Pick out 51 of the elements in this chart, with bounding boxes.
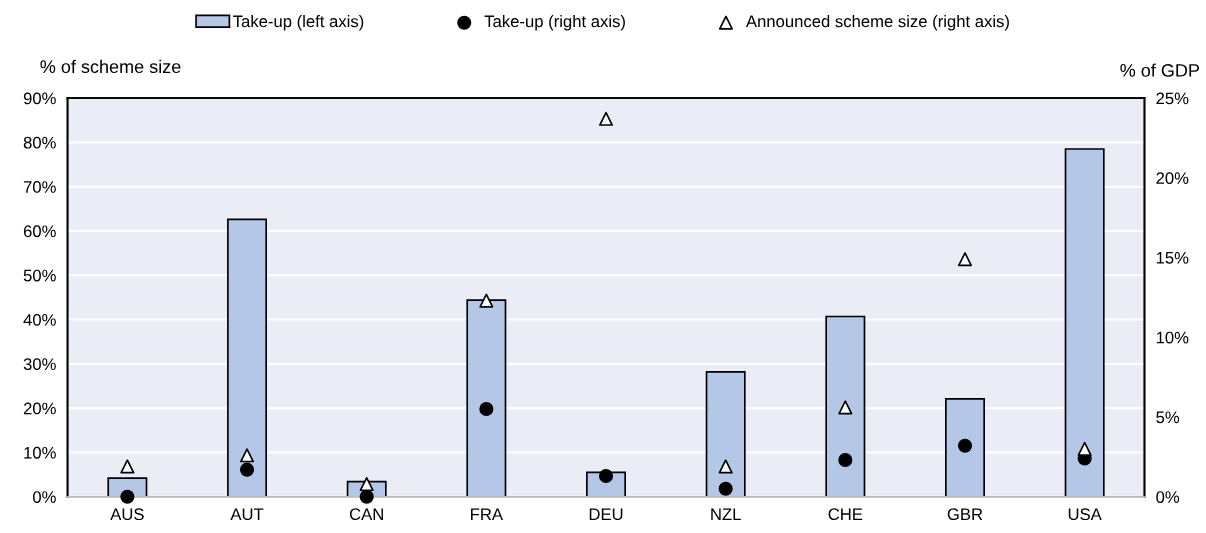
- y2-tick-label: 0%: [1156, 491, 1180, 503]
- x-tick-label: USA: [1068, 508, 1102, 521]
- point: [120, 459, 135, 474]
- point: [838, 400, 853, 415]
- legend-label: Take-up (right axis): [484, 15, 625, 31]
- legend-label: Take-up (left axis): [233, 15, 364, 31]
- point: [838, 453, 853, 468]
- y2-tick-label: 25%: [1156, 92, 1189, 105]
- point: [1077, 441, 1092, 456]
- y2-tick-label: 15%: [1156, 252, 1189, 264]
- y-tick-label: 0%: [32, 491, 56, 503]
- point: [239, 462, 255, 477]
- y2-tick-label: 10%: [1156, 331, 1189, 344]
- y2-tick-label: 5%: [1156, 411, 1180, 424]
- x-tick-label: CHE: [828, 508, 863, 521]
- point: [120, 489, 135, 504]
- y-tick-label: 40%: [23, 313, 56, 326]
- bar: [825, 315, 866, 497]
- y-tick-label: 10%: [24, 446, 56, 459]
- x-tick-label: CAN: [349, 508, 383, 521]
- x-tick-label: AUS: [110, 508, 144, 521]
- y2-tick-label: 20%: [1156, 172, 1189, 185]
- y-tick-label: 80%: [23, 136, 56, 149]
- y-tick-label: 60%: [23, 225, 56, 238]
- x-tick-label: DEU: [589, 508, 623, 521]
- y-tick-label: 20%: [23, 402, 56, 415]
- x-tick-label: NZL: [711, 508, 741, 520]
- point: [598, 111, 614, 126]
- y2-axis-title: % of GDP: [1120, 63, 1200, 77]
- legend-label: Announced scheme size (right axis): [745, 15, 1009, 31]
- point: [359, 476, 374, 492]
- y-axis-title: % of scheme size: [40, 59, 181, 74]
- point: [359, 489, 374, 504]
- point: [479, 401, 494, 417]
- point: [239, 448, 255, 463]
- x-tick-label: AUT: [230, 508, 264, 521]
- x-tick-label: GBR: [947, 508, 983, 521]
- point: [957, 252, 973, 267]
- bar: [1064, 148, 1105, 497]
- point: [479, 293, 494, 308]
- bar: [705, 371, 746, 497]
- y-tick-label: 90%: [23, 92, 56, 105]
- point: [718, 459, 733, 474]
- bar: [945, 398, 985, 497]
- y-tick-label: 50%: [23, 269, 56, 282]
- y-tick-label: 70%: [23, 181, 56, 193]
- y-tick-label: 30%: [23, 358, 56, 371]
- x-tick-label: FRA: [471, 508, 503, 520]
- bar: [227, 218, 268, 497]
- point: [957, 438, 973, 453]
- point: [718, 481, 733, 496]
